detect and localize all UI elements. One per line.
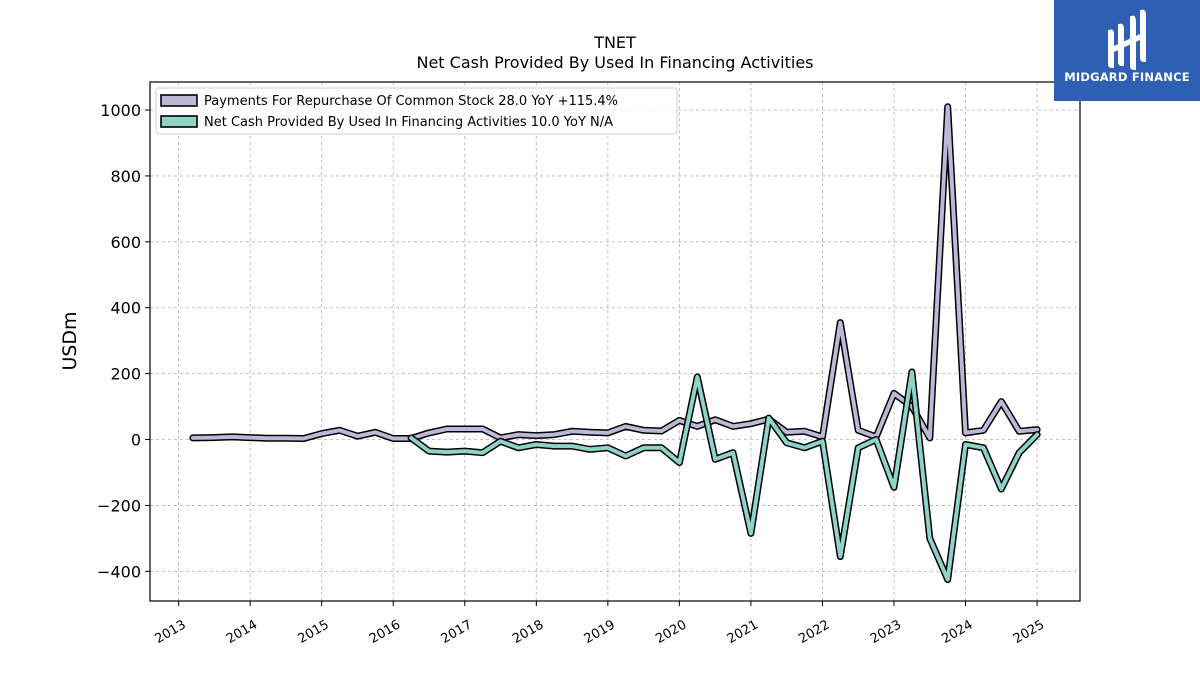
y-axis-label: USDm bbox=[59, 311, 81, 370]
y-tick-label: −400 bbox=[97, 562, 141, 581]
x-tick-label: 2013 bbox=[152, 617, 188, 647]
y-tick-label: 200 bbox=[110, 365, 141, 384]
x-tick-label: 2022 bbox=[796, 617, 832, 647]
legend-entry-financing: Net Cash Provided By Used In Financing A… bbox=[204, 115, 613, 130]
x-tick-label: 2025 bbox=[1011, 617, 1047, 647]
legend-swatch-repurchase bbox=[160, 94, 198, 107]
series-outline-financing bbox=[407, 368, 1041, 584]
x-tick-label: 2017 bbox=[439, 617, 475, 647]
y-tick-label: 0 bbox=[131, 431, 141, 450]
x-tick-label: 2014 bbox=[224, 617, 260, 647]
legend-box bbox=[155, 87, 678, 135]
x-tick-label: 2015 bbox=[296, 617, 332, 647]
chart-title: TNET bbox=[593, 33, 636, 52]
legend-swatch-financing bbox=[160, 115, 198, 128]
y-tick-label: 1000 bbox=[100, 101, 141, 120]
x-tick-label: 2016 bbox=[367, 617, 403, 647]
x-tick-label: 2019 bbox=[582, 617, 618, 647]
x-tick-label: 2023 bbox=[868, 617, 904, 647]
chart-subtitle: Net Cash Provided By Used In Financing A… bbox=[416, 53, 813, 72]
x-tick-label: 2024 bbox=[939, 617, 975, 647]
series-layer bbox=[189, 103, 1041, 584]
x-tick-label: 2020 bbox=[653, 617, 689, 647]
x-tick-label: 2018 bbox=[510, 617, 546, 647]
plot-area-frame bbox=[149, 81, 1081, 602]
y-tick-label: 400 bbox=[110, 299, 141, 318]
y-tick-label: −200 bbox=[97, 496, 141, 515]
legend: Payments For Repurchase Of Common Stock … bbox=[155, 87, 678, 135]
logo-text: MIDGARD FINANCE bbox=[1064, 70, 1190, 84]
legend-entry-repurchase: Payments For Repurchase Of Common Stock … bbox=[204, 94, 618, 109]
series-line-financing bbox=[409, 370, 1040, 582]
grid-lines bbox=[150, 82, 1080, 601]
x-tick-label: 2021 bbox=[725, 617, 761, 647]
series-line-repurchase bbox=[190, 104, 1040, 441]
logo-mark-icon bbox=[1108, 9, 1146, 70]
x-axis-ticks: 2013 2014 2015 2016 2017 2018 2019 2020 2021 2022… bbox=[152, 601, 1047, 647]
midgard-finance-logo: MIDGARD FINANCE bbox=[1054, 0, 1200, 101]
y-axis-ticks: −400 −200 0 200 400 600 800 1000 bbox=[97, 101, 150, 581]
y-tick-label: 600 bbox=[110, 233, 141, 252]
y-tick-label: 800 bbox=[110, 167, 141, 186]
